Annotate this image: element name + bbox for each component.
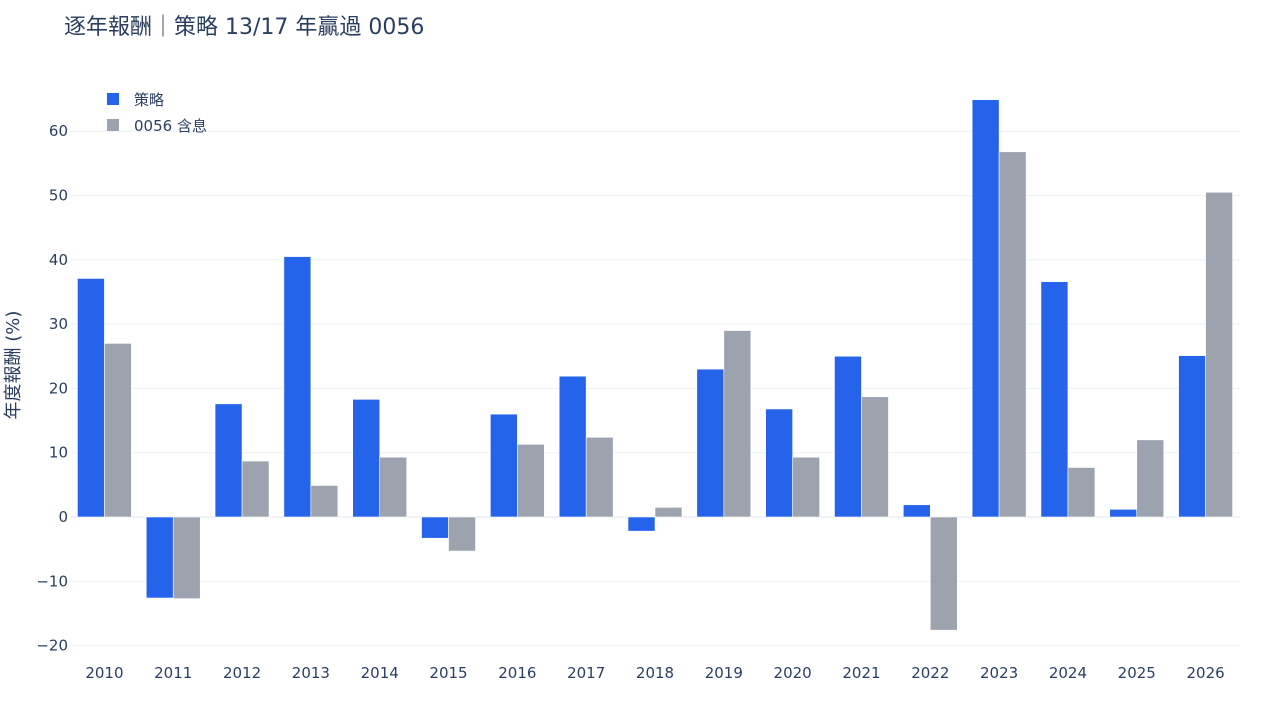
x-tick-label: 2013 xyxy=(292,664,330,682)
bar-strategy-2011[interactable] xyxy=(145,516,174,599)
x-tick-label: 2021 xyxy=(842,664,880,682)
bar-strategy-2025[interactable] xyxy=(1109,508,1138,518)
x-tick-label: 2025 xyxy=(1118,664,1156,682)
y-tick-label: 40 xyxy=(49,251,68,269)
legend-swatch-strategy xyxy=(107,93,119,105)
y-tick-label: 30 xyxy=(49,315,68,333)
bar-strategy-2013[interactable] xyxy=(283,256,312,518)
bar-strategy-2022[interactable] xyxy=(902,504,931,518)
bar-0056-2018[interactable] xyxy=(654,507,683,518)
x-tick-label: 2016 xyxy=(498,664,536,682)
y-tick-label: 20 xyxy=(49,379,68,397)
bar-strategy-2017[interactable] xyxy=(558,375,587,518)
bar-strategy-2020[interactable] xyxy=(765,408,793,518)
y-tick-label: −10 xyxy=(36,572,68,590)
bar-strategy-2018[interactable] xyxy=(627,516,656,532)
x-tick-label: 2020 xyxy=(774,664,812,682)
bar-strategy-2026[interactable] xyxy=(1178,355,1206,518)
legend-item-strategy[interactable]: 策略 xyxy=(107,91,164,109)
bar-strategy-2019[interactable] xyxy=(696,368,725,518)
legend-swatch-0056 xyxy=(107,119,119,131)
bar-0056-2016[interactable] xyxy=(517,444,545,518)
bar-0056-2022[interactable] xyxy=(929,516,958,631)
x-tick-label: 2011 xyxy=(154,664,192,682)
bar-strategy-2010[interactable] xyxy=(77,278,105,518)
bar-0056-2020[interactable] xyxy=(792,456,820,518)
y-tick-label: 50 xyxy=(49,187,68,205)
bar-0056-2019[interactable] xyxy=(723,330,752,518)
x-tick-label: 2019 xyxy=(705,664,743,682)
x-tick-label: 2017 xyxy=(567,664,605,682)
x-tick-label: 2014 xyxy=(361,664,399,682)
bar-strategy-2012[interactable] xyxy=(214,403,243,518)
legend-label-0056: 0056 含息 xyxy=(134,117,207,135)
x-tick-label: 2010 xyxy=(85,664,123,682)
x-tick-label: 2018 xyxy=(636,664,674,682)
bar-strategy-2021[interactable] xyxy=(834,355,862,518)
y-axis-label: 年度報酬 (%) xyxy=(3,311,24,420)
bar-0056-2023[interactable] xyxy=(998,151,1027,518)
x-tick-label: 2026 xyxy=(1186,664,1224,682)
y-tick-label: 10 xyxy=(49,444,68,462)
bar-strategy-2016[interactable] xyxy=(490,413,518,518)
x-axis: 2010 2011 2012 2013 2014 2015 2016 2017 2018 2019… xyxy=(85,664,1224,682)
legend-label-strategy: 策略 xyxy=(134,91,164,109)
x-tick-label: 2022 xyxy=(911,664,949,682)
bar-0056-2014[interactable] xyxy=(379,456,408,518)
y-axis: −20 −10 0 10 20 30 40 50 60 xyxy=(36,122,68,654)
x-tick-label: 2015 xyxy=(429,664,467,682)
bar-0056-2021[interactable] xyxy=(861,396,889,518)
bar-0056-2015[interactable] xyxy=(448,516,476,552)
bar-strategy-2024[interactable] xyxy=(1040,281,1069,518)
x-tick-label: 2024 xyxy=(1049,664,1087,682)
bar-0056-2025[interactable] xyxy=(1136,439,1165,518)
bar-0056-2012[interactable] xyxy=(241,460,270,518)
y-tick-label: 60 xyxy=(49,122,68,140)
y-tick-label: 0 xyxy=(58,508,68,526)
bar-strategy-2023[interactable] xyxy=(971,99,1000,518)
bar-strategy-2015[interactable] xyxy=(421,516,449,539)
bar-0056-2017[interactable] xyxy=(585,436,614,518)
bar-0056-2011[interactable] xyxy=(172,516,201,599)
x-tick-label: 2012 xyxy=(223,664,261,682)
chart-title: 逐年報酬｜策略 13/17 年贏過 0056 xyxy=(64,15,424,40)
bar-0056-2010[interactable] xyxy=(104,343,132,518)
legend[interactable]: 策略 0056 含息 xyxy=(107,91,207,135)
y-tick-label: −20 xyxy=(36,637,68,655)
bar-0056-2024[interactable] xyxy=(1067,467,1096,518)
legend-item-0056[interactable]: 0056 含息 xyxy=(107,117,207,135)
bars xyxy=(77,99,1233,631)
bar-strategy-2014[interactable] xyxy=(352,399,381,518)
bar-0056-2013[interactable] xyxy=(310,485,339,518)
bar-0056-2026[interactable] xyxy=(1205,191,1233,518)
x-tick-label: 2023 xyxy=(980,664,1018,682)
